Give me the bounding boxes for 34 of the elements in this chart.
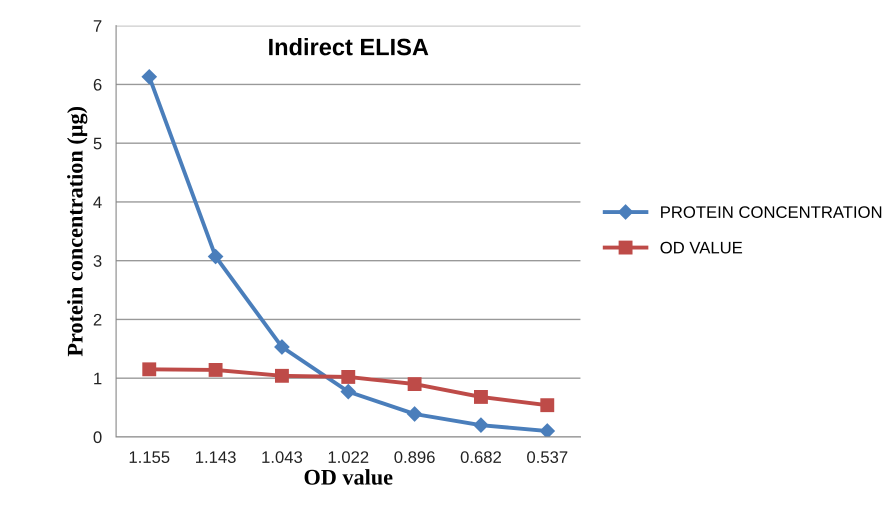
y-tick-label: 4	[93, 196, 102, 208]
chart-title: Indirect ELISA	[269, 38, 428, 56]
point	[341, 370, 356, 384]
y-tick-label: 0	[94, 431, 102, 444]
x-tick-label: 0.537	[527, 451, 568, 464]
point	[208, 248, 224, 264]
x-tick-label: 0.896	[394, 451, 435, 464]
point	[340, 384, 356, 400]
legend-label: PROTEIN CONCENTRATION	[661, 206, 882, 218]
x-axis-title: OD value	[304, 469, 392, 485]
y-tick-label: 5	[94, 138, 102, 150]
point	[208, 362, 223, 377]
point	[142, 362, 156, 376]
x-tick-label: 1.022	[328, 451, 368, 464]
y-axis-title: Protein concentration (µg)	[67, 106, 88, 356]
x-tick-label: 1.155	[130, 451, 170, 464]
y-tick-label: 7	[94, 20, 102, 32]
point	[274, 339, 290, 355]
point	[142, 69, 157, 84]
point	[274, 368, 289, 383]
y-tick-label: 6	[94, 78, 102, 91]
point	[407, 406, 422, 422]
point	[474, 390, 488, 404]
legend-label: OD VALUE	[660, 242, 742, 254]
x-tick-label: 1.143	[196, 451, 236, 464]
x-tick-label: 0.682	[460, 451, 501, 464]
y-tick-label: 3	[94, 255, 102, 267]
y-tick-label: 1	[94, 372, 102, 384]
y-tick-label: 2	[94, 314, 102, 326]
x-tick-label: 1.043	[262, 451, 302, 464]
point	[408, 377, 422, 391]
point	[540, 423, 555, 437]
point	[540, 398, 554, 412]
point	[473, 418, 489, 433]
